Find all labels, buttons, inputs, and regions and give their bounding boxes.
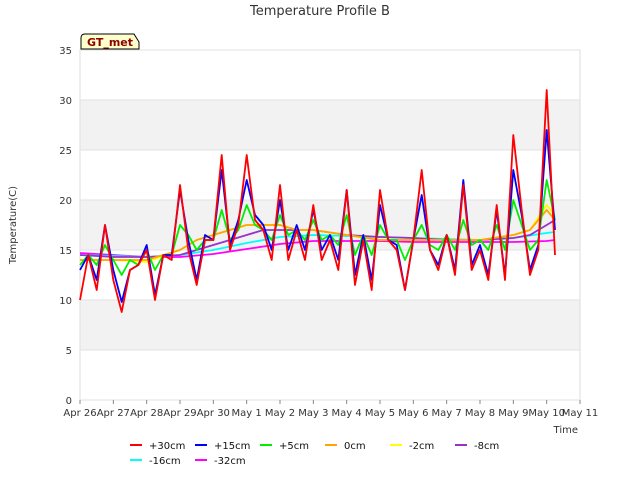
y-tick-label: 35 bbox=[59, 46, 72, 57]
x-tick-label: May 5 bbox=[365, 408, 395, 419]
legend-label: -2cm bbox=[409, 441, 434, 452]
x-tick-label: May 8 bbox=[465, 408, 495, 419]
y-tick-label: 25 bbox=[59, 146, 72, 157]
x-axis-ticks: Apr 26 Apr 27 Apr 28 Apr 29 Apr 30 May 1 May 2… bbox=[63, 400, 598, 419]
x-tick-label: Apr 30 bbox=[197, 408, 230, 419]
y-tick-label: 30 bbox=[59, 96, 72, 107]
y-tick-label: 5 bbox=[66, 346, 72, 357]
legend-label: +30cm bbox=[149, 441, 185, 452]
y-tick-label: 20 bbox=[59, 196, 72, 207]
legend: +30cm +15cm +5cm 0cm -2cm -8cm -16cm -32cm bbox=[130, 441, 499, 467]
background-band bbox=[80, 50, 580, 100]
legend-label: +15cm bbox=[214, 441, 250, 452]
legend-label: -8cm bbox=[474, 441, 499, 452]
y-axis-label: Temperature(C) bbox=[8, 186, 19, 265]
x-tick-label: May 9 bbox=[498, 408, 528, 419]
x-tick-label: Apr 26 bbox=[63, 408, 96, 419]
legend-label: 0cm bbox=[344, 441, 366, 452]
series-line--30cm bbox=[79, 89, 556, 313]
x-tick-label: Apr 27 bbox=[97, 408, 130, 419]
badge-label: GT_met bbox=[87, 36, 133, 49]
y-tick-label: 15 bbox=[59, 246, 72, 257]
legend-label: -16cm bbox=[149, 456, 181, 467]
y-tick-label: 10 bbox=[59, 296, 72, 307]
background-band bbox=[80, 350, 580, 400]
x-tick-label: Apr 28 bbox=[130, 408, 163, 419]
background-band bbox=[80, 100, 580, 150]
y-axis-ticks: 0 5 10 15 20 25 30 35 bbox=[59, 46, 580, 407]
background-band bbox=[80, 150, 580, 200]
x-tick-label: May 6 bbox=[398, 408, 428, 419]
gt-met-badge: GT_met bbox=[80, 33, 140, 50]
background-band bbox=[80, 300, 580, 350]
x-tick-label: Apr 29 bbox=[163, 408, 196, 419]
plot-background-bands bbox=[80, 50, 580, 400]
x-tick-label: May 10 bbox=[528, 408, 565, 419]
x-tick-label: May 11 bbox=[562, 408, 599, 419]
x-tick-label: May 7 bbox=[432, 408, 462, 419]
legend-label: +5cm bbox=[279, 441, 309, 452]
x-tick-label: May 4 bbox=[332, 408, 362, 419]
x-tick-label: May 2 bbox=[265, 408, 295, 419]
x-tick-label: May 3 bbox=[298, 408, 328, 419]
badge-shape bbox=[80, 33, 140, 50]
x-tick-label: May 1 bbox=[232, 408, 262, 419]
y-tick-label: 0 bbox=[66, 396, 72, 407]
series-lines bbox=[79, 89, 556, 313]
x-axis-label: Time bbox=[553, 425, 578, 436]
legend-label: -32cm bbox=[214, 456, 246, 467]
chart-title: Temperature Profile B bbox=[249, 4, 390, 19]
